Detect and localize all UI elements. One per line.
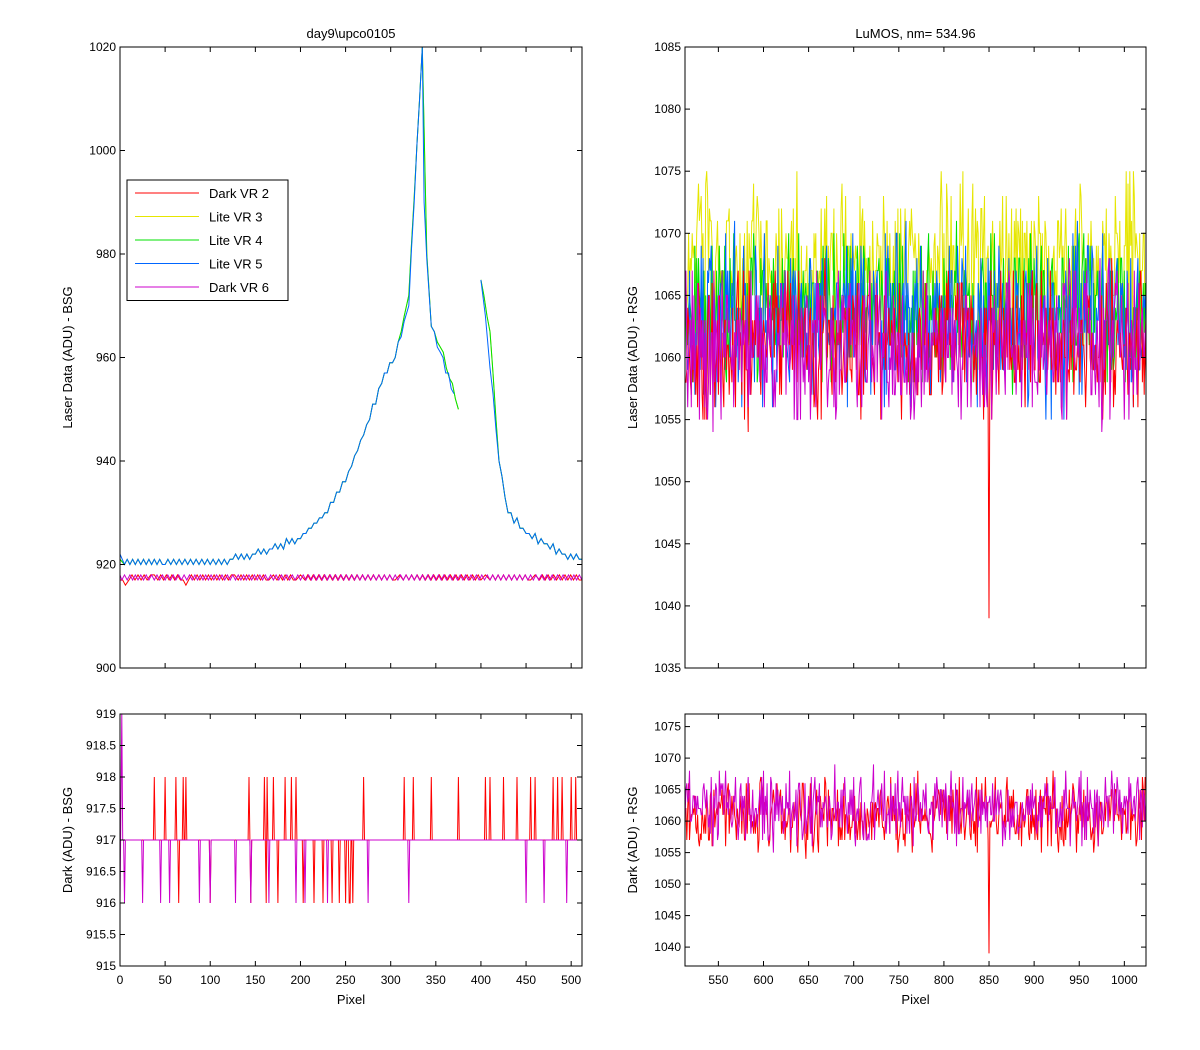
y-tick-label: 920 bbox=[96, 558, 116, 572]
y-tick-label: 918.5 bbox=[86, 739, 116, 753]
axes-1: 900 920 940 960 980 1000 1020 day9\upco0105 Lase… bbox=[60, 26, 583, 675]
y-tick-label: 916 bbox=[96, 896, 116, 910]
x-tick-label: 950 bbox=[1069, 973, 1089, 987]
y-axis-label: Dark (ADU) - BSG bbox=[60, 787, 75, 893]
x-tick-label: 750 bbox=[889, 973, 909, 987]
legend-entry: Lite VR 5 bbox=[209, 257, 262, 272]
y-tick-label: 1055 bbox=[654, 846, 681, 860]
x-tick-label: 550 bbox=[708, 973, 728, 987]
y-tick-label: 1085 bbox=[654, 40, 681, 54]
y-tick-label: 1035 bbox=[654, 661, 681, 675]
chart-title: day9\upco0105 bbox=[307, 26, 396, 41]
y-tick-label: 1075 bbox=[654, 720, 681, 734]
series-line-4 bbox=[120, 47, 582, 566]
series-line-2 bbox=[120, 714, 582, 904]
x-tick-label: 150 bbox=[245, 973, 265, 987]
y-tick-label: 916.5 bbox=[86, 865, 116, 879]
y-tick-label: 940 bbox=[96, 454, 116, 468]
y-tick-label: 1040 bbox=[654, 599, 681, 613]
series-group bbox=[120, 714, 582, 904]
legend-entry: Dark VR 2 bbox=[209, 186, 269, 201]
series-line-2 bbox=[685, 764, 1146, 853]
y-tick-label: 1000 bbox=[89, 144, 116, 158]
y-tick-label: 1070 bbox=[654, 226, 681, 240]
axes-3: 0 50 100 150 200 250 300 350 400 450 500 915 915.5 91… bbox=[60, 707, 583, 1007]
x-axis-label: Pixel bbox=[337, 992, 365, 1007]
x-tick-label: 1000 bbox=[1111, 973, 1138, 987]
y-tick-label: 919 bbox=[96, 707, 116, 721]
x-tick-label: 650 bbox=[799, 973, 819, 987]
y-tick-label: 1045 bbox=[654, 537, 681, 551]
series-line-5 bbox=[685, 258, 1146, 433]
x-tick-label: 100 bbox=[200, 973, 220, 987]
y-tick-label: 918 bbox=[96, 770, 116, 784]
x-tick-label: 50 bbox=[158, 973, 172, 987]
y-axis-label: Laser Data (ADU) - BSG bbox=[60, 286, 75, 428]
x-tick-label: 850 bbox=[979, 973, 999, 987]
x-tick-label: 250 bbox=[336, 973, 356, 987]
y-tick-label: 960 bbox=[96, 351, 116, 365]
y-tick-label: 1020 bbox=[89, 40, 116, 54]
y-tick-label: 1075 bbox=[654, 164, 681, 178]
y-tick-label: 1060 bbox=[654, 351, 681, 365]
x-tick-label: 450 bbox=[516, 973, 536, 987]
x-tick-label: 800 bbox=[934, 973, 954, 987]
x-tick-label: 350 bbox=[426, 973, 446, 987]
plot-area bbox=[120, 47, 582, 668]
chart-title: LuMOS, nm= 534.96 bbox=[855, 26, 975, 41]
plot-area bbox=[685, 714, 1146, 966]
x-axis-label: Pixel bbox=[901, 992, 929, 1007]
y-tick-label: 1045 bbox=[654, 909, 681, 923]
series-group bbox=[120, 47, 582, 587]
axes-4: 550 600 650 700 750 800 850 900 950 1000 1040 1045 1… bbox=[625, 713, 1147, 1007]
legend-entry: Dark VR 6 bbox=[209, 280, 269, 295]
y-tick-label: 1070 bbox=[654, 751, 681, 765]
x-tick-label: 300 bbox=[381, 973, 401, 987]
y-tick-label: 1065 bbox=[654, 783, 681, 797]
x-tick-label: 700 bbox=[844, 973, 864, 987]
legend: Dark VR 2 Lite VR 3 Lite VR 4 Lite VR 5 Dark… bbox=[126, 179, 289, 301]
y-tick-label: 1065 bbox=[654, 288, 681, 302]
x-tick-label: 400 bbox=[471, 973, 491, 987]
x-tick-label: 0 bbox=[117, 973, 124, 987]
y-tick-label: 1055 bbox=[654, 413, 681, 427]
y-tick-label: 1040 bbox=[654, 940, 681, 954]
y-axis-label: Laser Data (ADU) - RSG bbox=[625, 286, 640, 429]
axes-frame bbox=[684, 713, 1147, 967]
x-tick-label: 200 bbox=[290, 973, 310, 987]
y-tick-label: 980 bbox=[96, 247, 116, 261]
series-line-5 bbox=[120, 573, 582, 582]
x-tick-label: 600 bbox=[753, 973, 773, 987]
y-tick-label: 1080 bbox=[654, 102, 681, 116]
y-tick-label: 917 bbox=[96, 833, 116, 847]
y-tick-label: 917.5 bbox=[86, 802, 116, 816]
x-tick-label: 500 bbox=[561, 973, 581, 987]
series-group bbox=[685, 171, 1146, 619]
y-tick-label: 915 bbox=[96, 959, 116, 973]
legend-entry: Lite VR 3 bbox=[209, 210, 262, 225]
y-tick-label: 1050 bbox=[654, 475, 681, 489]
y-tick-label: 900 bbox=[96, 661, 116, 675]
legend-entry: Lite VR 4 bbox=[209, 233, 262, 248]
y-axis-label: Dark (ADU) - RSG bbox=[625, 787, 640, 894]
y-tick-label: 915.5 bbox=[86, 928, 116, 942]
y-tick-label: 1050 bbox=[654, 877, 681, 891]
y-tick-label: 1060 bbox=[654, 814, 681, 828]
x-tick-label: 900 bbox=[1024, 973, 1044, 987]
axes-2: 1035 1040 1045 1050 1055 1060 1065 1070 1075 1080… bbox=[625, 26, 1147, 675]
series-group bbox=[685, 764, 1146, 954]
